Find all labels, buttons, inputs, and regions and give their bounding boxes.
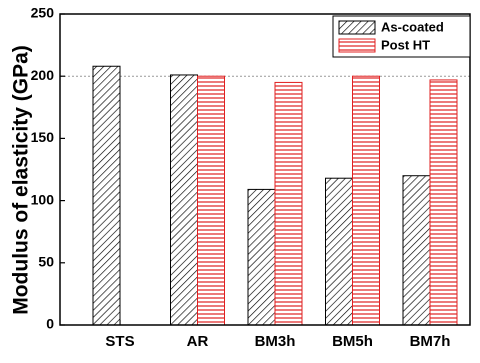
y-tick-label: 200 <box>31 67 55 83</box>
bar <box>170 74 198 326</box>
bar <box>325 177 353 326</box>
bar <box>274 81 303 326</box>
x-tick-label: BM7h <box>410 333 451 350</box>
y-tick-label: 150 <box>31 129 55 145</box>
legend-swatch <box>338 38 376 53</box>
bar <box>402 175 431 326</box>
x-tick-label: AR <box>187 333 209 350</box>
y-tick-label: 250 <box>31 5 55 21</box>
y-axis-label: Modulus of elasticity (GPa) <box>10 45 33 315</box>
x-tick-label: BM3h <box>255 333 296 350</box>
legend-swatch <box>338 20 376 35</box>
bar <box>197 75 225 326</box>
bar <box>247 188 276 326</box>
x-tick-label: BM5h <box>332 333 373 350</box>
bar <box>352 75 380 326</box>
legend-label: As-coated <box>381 19 444 34</box>
bar <box>429 79 458 326</box>
legend-label: Post HT <box>381 37 430 52</box>
bar <box>92 65 121 326</box>
y-tick-label: 50 <box>38 254 54 270</box>
y-tick-label: 0 <box>46 316 54 332</box>
y-tick-label: 100 <box>31 191 55 207</box>
plot-frame <box>59 13 471 326</box>
x-tick-label: STS <box>105 333 134 350</box>
